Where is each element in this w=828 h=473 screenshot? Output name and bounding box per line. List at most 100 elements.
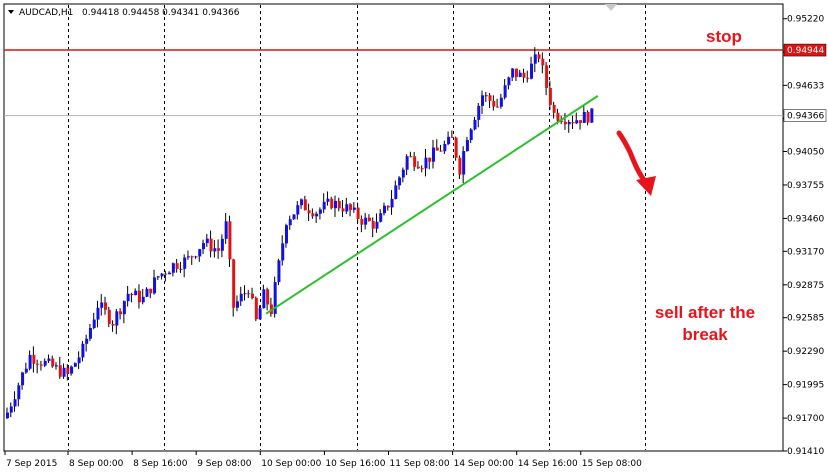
- candle: [383, 202, 386, 216]
- candle: [552, 101, 556, 119]
- bear-candle-body: [36, 363, 40, 365]
- sell-annotation-line1: sell after the: [655, 303, 755, 322]
- candle: [130, 292, 134, 303]
- bull-candle-body: [281, 243, 285, 261]
- candle: [522, 68, 526, 83]
- bull-candle-body: [156, 276, 160, 278]
- bear-candle-body: [514, 68, 518, 77]
- candle: [416, 161, 420, 170]
- bull-candle-body: [511, 68, 515, 78]
- bull-candle-body: [394, 185, 398, 199]
- bear-candle-body: [416, 166, 420, 169]
- candle: [43, 358, 47, 368]
- grid-lines: [68, 5, 646, 450]
- bear-candle-body: [190, 256, 194, 258]
- x-tick-label: 9 Sep 08:00: [197, 459, 252, 469]
- bull-candle-body: [481, 95, 485, 106]
- bull-candle-body: [333, 200, 337, 209]
- candle: [70, 365, 74, 376]
- candle: [424, 148, 428, 177]
- bull-candle-body: [258, 308, 262, 320]
- bull-candle-body: [194, 256, 198, 258]
- trendline-group: [265, 95, 599, 315]
- chart-shift-icon[interactable]: [605, 4, 617, 11]
- bull-candle-body: [390, 198, 394, 208]
- candle: [36, 359, 40, 374]
- bull-candle-body: [590, 108, 594, 123]
- bull-candle-body: [518, 72, 522, 77]
- candle: [96, 300, 100, 328]
- candle: [141, 288, 145, 305]
- candle: [145, 287, 149, 298]
- bull-candle-body: [183, 257, 187, 269]
- candle: [473, 116, 477, 131]
- bull-candle-body: [55, 365, 59, 367]
- candle: [462, 146, 466, 184]
- candle: [224, 213, 228, 244]
- candle: [300, 198, 304, 209]
- candle: [168, 271, 172, 275]
- candle: [6, 407, 9, 420]
- candle: [273, 276, 277, 318]
- bull-candle-body: [6, 412, 9, 419]
- candle: [526, 70, 530, 83]
- candle: [164, 270, 168, 282]
- candle: [228, 215, 232, 267]
- bull-candle-body: [398, 177, 402, 186]
- bear-candle-body: [537, 54, 541, 59]
- bull-candle-body: [92, 319, 96, 329]
- candle: [107, 306, 111, 328]
- bear-candle-body: [130, 293, 134, 296]
- x-tick-label: 8 Sep 16:00: [133, 459, 188, 469]
- bull-candle-body: [507, 77, 511, 86]
- bear-candle-body: [341, 208, 345, 212]
- bull-candle-body: [300, 199, 304, 206]
- candle: [77, 351, 81, 370]
- candle: [435, 139, 439, 151]
- candle: [533, 47, 537, 73]
- bear-candle-body: [149, 288, 153, 294]
- bear-candle-body: [66, 367, 70, 374]
- bull-candle-body: [21, 372, 25, 386]
- candle: [345, 197, 349, 214]
- candle: [81, 340, 85, 362]
- x-tick-label: 11 Sep 08:00: [390, 459, 450, 469]
- bull-candle-body: [443, 144, 447, 152]
- candle: [171, 262, 175, 277]
- candle: [213, 239, 217, 258]
- support-trendline[interactable]: [265, 95, 599, 315]
- current-price-tag: 0.94366: [783, 109, 827, 122]
- bull-candle-body: [17, 385, 21, 400]
- candle: [32, 346, 36, 373]
- bull-candle-body: [364, 217, 368, 225]
- collapse-triangle-icon[interactable]: [8, 10, 14, 14]
- bull-candle-body: [171, 263, 175, 273]
- candle: [28, 350, 32, 371]
- candle: [175, 258, 179, 273]
- candle: [254, 296, 258, 322]
- candle: [307, 203, 311, 222]
- bull-candle-body: [213, 248, 217, 252]
- bull-candle-body: [179, 268, 183, 270]
- bull-candle-body: [315, 213, 319, 217]
- bull-candle-body: [168, 272, 172, 275]
- current-price-tag-text: 0.94366: [787, 112, 824, 122]
- candle: [477, 103, 481, 128]
- candle: [563, 113, 567, 130]
- candle: [17, 382, 21, 407]
- bear-candle-body: [420, 168, 424, 170]
- candle: [511, 67, 515, 82]
- bull-candle-body: [220, 238, 224, 251]
- bear-candle-body: [247, 293, 251, 295]
- candle: [356, 202, 360, 225]
- candle: [390, 190, 394, 215]
- x-axis: 7 Sep 2015 8 Sep 00:00 8 Sep 16:00 9 Sep 08…: [4, 451, 642, 469]
- bull-candle-body: [115, 311, 119, 326]
- candle: [85, 334, 89, 352]
- candle: [137, 284, 141, 309]
- bear-candle-body: [360, 218, 364, 225]
- bear-candle-body: [435, 147, 439, 151]
- candle: [571, 115, 575, 130]
